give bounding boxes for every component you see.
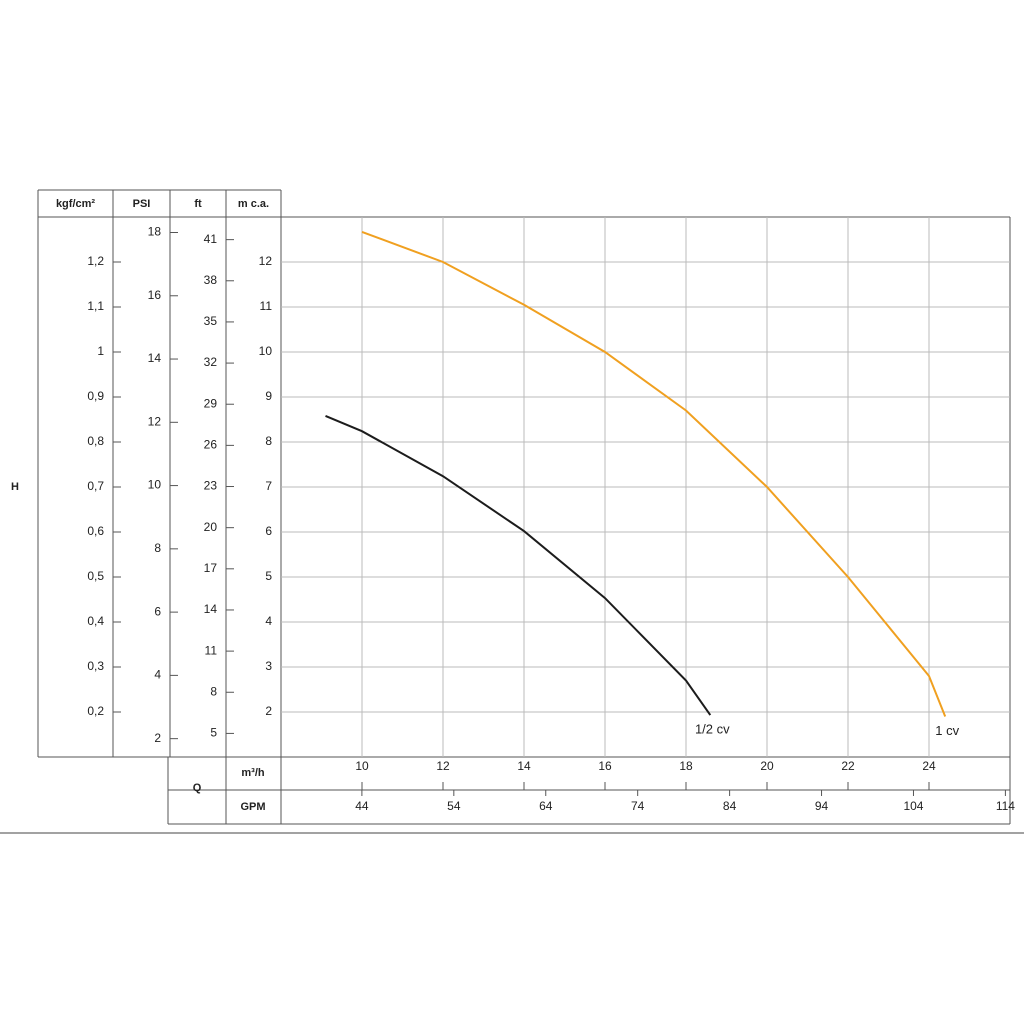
x2-tick-label: 74 — [631, 799, 645, 813]
y-tick-label: 8 — [154, 541, 161, 555]
y-tick-label: 1,1 — [87, 299, 104, 313]
x-tick-label: 18 — [679, 759, 693, 773]
y-tick-label: 0,9 — [87, 389, 104, 403]
y-axis-header: m c.a. — [238, 198, 269, 210]
y-axis-title: H — [11, 481, 19, 493]
y-tick-label: 10 — [148, 478, 162, 492]
y-tick-label: 38 — [204, 273, 218, 287]
y-tick-label: 2 — [154, 731, 161, 745]
y-tick-label: 20 — [204, 520, 218, 534]
y-tick-label: 11 — [260, 299, 273, 313]
y-tick-label: 32 — [204, 355, 218, 369]
y-tick-label: 9 — [265, 389, 272, 403]
y-tick-label: 41 — [204, 232, 218, 246]
y-tick-label: 4 — [154, 668, 161, 682]
y-tick-label: 35 — [204, 314, 218, 328]
y-tick-label: 14 — [204, 602, 218, 616]
x-tick-label: 14 — [517, 759, 531, 773]
y-tick-label: 0,3 — [87, 659, 104, 673]
y-tick-label: 2 — [265, 704, 272, 718]
x-tick-label: 20 — [760, 759, 774, 773]
y-tick-label: 17 — [204, 561, 218, 575]
y-tick-label: 14 — [148, 351, 162, 365]
y-tick-label: 0,2 — [87, 704, 104, 718]
x-tick-label: 16 — [598, 759, 612, 773]
x2-tick-label: 114 — [996, 799, 1015, 813]
y-tick-label: 3 — [265, 659, 272, 673]
y-tick-label: 0,6 — [87, 524, 104, 538]
y-tick-label: 4 — [265, 614, 272, 628]
y-tick-label: 0,4 — [87, 614, 104, 628]
x2-tick-label: 94 — [815, 799, 829, 813]
y-tick-label: 1 — [97, 344, 104, 358]
x2-tick-label: 54 — [447, 799, 461, 813]
x-axis-title: Q — [193, 782, 202, 794]
y-tick-label: 8 — [210, 684, 217, 698]
x2-unit: GPM — [240, 801, 265, 813]
frame — [0, 189, 1024, 834]
x2-tick-label: 44 — [355, 799, 369, 813]
x-tick-label: 22 — [841, 759, 855, 773]
y-tick-label: 0,7 — [87, 479, 104, 493]
y-tick-label: 11 — [205, 643, 218, 657]
curve-label: 1 cv — [935, 723, 959, 738]
x-tick-label: 24 — [922, 759, 936, 773]
y-tick-label: 12 — [148, 414, 162, 428]
x-tick-label: 12 — [436, 759, 450, 773]
y-axis-header: PSI — [133, 198, 151, 210]
y-tick-label: 26 — [204, 438, 218, 452]
curve — [325, 414, 712, 716]
x2-tick-label: 104 — [903, 799, 923, 813]
y-tick-label: 16 — [148, 288, 162, 302]
x2-tick-label: 64 — [539, 799, 553, 813]
y-tick-label: 5 — [265, 569, 272, 583]
y-tick-label: 5 — [210, 726, 217, 740]
y-axis-header: kgf/cm² — [56, 198, 95, 210]
y-tick-label: 1,2 — [87, 254, 104, 268]
y-tick-label: 6 — [154, 604, 161, 618]
curve-label: 1/2 cv — [695, 722, 730, 737]
y-tick-label: 6 — [265, 524, 272, 538]
y-tick-label: 12 — [259, 254, 273, 268]
x-tick-label: 10 — [355, 759, 369, 773]
y-tick-label: 0,8 — [87, 434, 104, 448]
y-axis-header: ft — [194, 198, 202, 210]
y-tick-label: 10 — [259, 344, 273, 358]
y-tick-label: 29 — [204, 396, 218, 410]
y-tick-label: 7 — [265, 479, 272, 493]
y-tick-label: 8 — [265, 434, 272, 448]
y-tick-label: 18 — [148, 225, 162, 239]
x2-tick-label: 84 — [723, 799, 737, 813]
y-tick-label: 23 — [204, 479, 218, 493]
y-tick-label: 0,5 — [87, 569, 104, 583]
x-unit: m³/h — [241, 767, 265, 779]
curve — [361, 230, 947, 717]
